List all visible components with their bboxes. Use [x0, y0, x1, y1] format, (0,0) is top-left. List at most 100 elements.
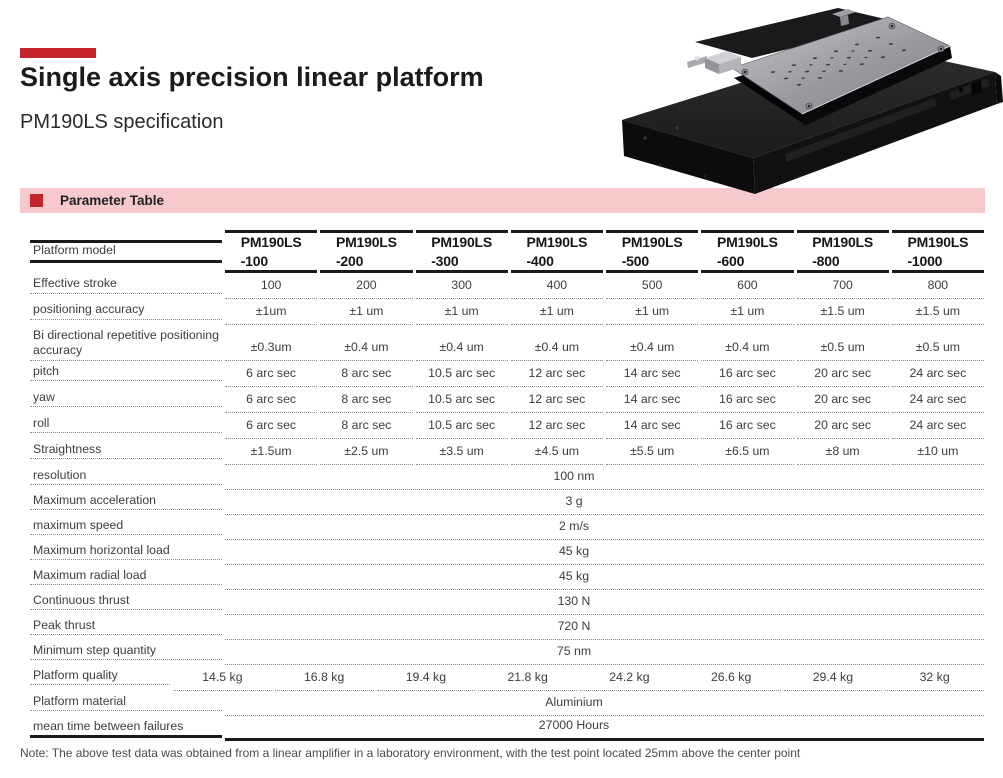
row-label: resolution	[30, 465, 222, 486]
table-cell: 700	[796, 273, 889, 299]
model-name: PM190LS	[621, 234, 683, 251]
model-name: PM190LS	[526, 234, 588, 251]
table-cell: ±6.5 um	[701, 439, 794, 465]
table-row: positioning accuracy ±1um ±1 um ±1 um ±1…	[30, 299, 984, 325]
table-cell: 100 nm	[225, 465, 984, 490]
table-row: Continuous thrust 130 N	[30, 590, 984, 615]
table-row: maximum speed 2 m/s	[30, 515, 984, 540]
table-cell: ±8 um	[796, 439, 889, 465]
table-cell: 8 arc sec	[320, 413, 413, 439]
table-cell: ±1 um	[320, 299, 413, 325]
table-cell: ±1.5 um	[891, 299, 984, 325]
row-label: Maximum acceleration	[30, 490, 222, 511]
model-suffix: -500	[621, 252, 649, 269]
table-cell: 10.5 arc sec	[415, 361, 508, 387]
table-cell: 14 arc sec	[606, 413, 699, 439]
model-suffix: -300	[431, 252, 459, 269]
footnote: Note: The above test data was obtained f…	[20, 746, 801, 760]
table-cell: ±1um	[225, 299, 318, 325]
table-cell: 16.8 kg	[274, 665, 374, 691]
model-suffix: -800	[812, 252, 840, 269]
table-cell: 16 arc sec	[701, 387, 794, 413]
table-row: Maximum horizontal load 45 kg	[30, 540, 984, 565]
table-row: Platform quality 14.5 kg 16.8 kg 19.4 kg…	[30, 665, 984, 691]
title-accent-bar	[20, 48, 96, 58]
table-cell: 10.5 arc sec	[415, 413, 508, 439]
row-label: Platform quality	[30, 665, 170, 686]
model-name: PM190LS	[431, 234, 493, 251]
table-row: Minimum step quantity 75 nm	[30, 640, 984, 665]
table-cell: 8 arc sec	[320, 361, 413, 387]
model-suffix: -1000	[907, 252, 943, 269]
table-row: Effective stroke 100 200 300 400 500 600…	[30, 273, 984, 299]
row-label: Effective stroke	[30, 273, 222, 294]
table-cell: ±1 um	[510, 299, 603, 325]
table-row: Straightness ±1.5um ±2.5 um ±3.5 um ±4.5…	[30, 439, 984, 465]
table-cell: ±0.5 um	[796, 325, 889, 361]
row-label: roll	[30, 413, 222, 434]
table-row: Platform material Aluminium	[30, 691, 984, 716]
table-cell: ±1.5um	[225, 439, 318, 465]
column-header: PM190LS -800	[796, 230, 889, 273]
table-header-row: Platform model PM190LS -100 PM190LS -200 P…	[30, 230, 984, 273]
table-cell: 2 m/s	[225, 515, 984, 540]
table-cell: 75 nm	[225, 640, 984, 665]
row-label: pitch	[30, 361, 222, 382]
table-cell: 45 kg	[225, 565, 984, 590]
table-cell: 14 arc sec	[606, 387, 699, 413]
row-label: Bi directional repetitive positioning ac…	[30, 325, 222, 361]
model-name: PM190LS	[907, 234, 969, 251]
model-suffix: -600	[716, 252, 745, 269]
table-cell: ±2.5 um	[320, 439, 413, 465]
page-title: Single axis precision linear platform	[20, 62, 484, 92]
table-cell: 200	[320, 273, 413, 299]
table-cell: Aluminium	[225, 691, 984, 716]
table-cell: 29.4 kg	[783, 665, 883, 691]
table-cell: 32 kg	[885, 665, 984, 691]
table-cell: 500	[606, 273, 699, 299]
section-header-parameter-table: Parameter Table	[20, 188, 985, 213]
table-cell: ±0.4 um	[510, 325, 603, 361]
row-label: Platform material	[30, 691, 222, 712]
table-cell: ±10 um	[891, 439, 984, 465]
table-cell: 20 arc sec	[796, 387, 889, 413]
table-cell: 6 arc sec	[225, 387, 318, 413]
table-cell: ±5.5 um	[606, 439, 699, 465]
table-cell: 100	[225, 273, 318, 299]
table-cell: 12 arc sec	[510, 387, 603, 413]
section-bullet-icon	[30, 194, 43, 207]
row-label: mean time between failures	[30, 716, 222, 739]
table-cell: 20 arc sec	[796, 413, 889, 439]
column-header: PM190LS -400	[510, 230, 603, 273]
table-cell: 27000 Hours	[225, 716, 984, 741]
table-cell: 20 arc sec	[796, 361, 889, 387]
table-cell: ±1 um	[701, 299, 794, 325]
table-cell: 8 arc sec	[320, 387, 413, 413]
table-row: mean time between failures 27000 Hours	[30, 716, 984, 741]
table-cell: 300	[415, 273, 508, 299]
table-cell: 10.5 arc sec	[415, 387, 508, 413]
model-name: PM190LS	[716, 234, 778, 251]
row-label: maximum speed	[30, 515, 222, 536]
table-cell: 24.2 kg	[580, 665, 679, 691]
row-label: Peak thrust	[30, 615, 222, 636]
column-header-label: Platform model	[30, 239, 222, 264]
table-cell: ±0.4 um	[320, 325, 413, 361]
row-label: Straightness	[30, 439, 222, 460]
model-name: PM190LS	[240, 234, 302, 251]
column-header: PM190LS -300	[415, 230, 508, 273]
table-cell: 12 arc sec	[510, 361, 603, 387]
model-suffix: -100	[240, 252, 268, 269]
table-cell: 14 arc sec	[606, 361, 699, 387]
table-cell: ±1.5 um	[796, 299, 889, 325]
table-row: resolution 100 nm	[30, 465, 984, 490]
table-cell: ±0.4 um	[606, 325, 699, 361]
table-cell: ±1 um	[606, 299, 699, 325]
row-label: Maximum radial load	[30, 565, 222, 586]
table-cell: ±4.5 um	[510, 439, 603, 465]
row-label: Maximum horizontal load	[30, 540, 222, 561]
table-row: roll 6 arc sec 8 arc sec 10.5 arc sec 12…	[30, 413, 984, 439]
model-name: PM190LS	[335, 234, 397, 251]
row-label: yaw	[30, 387, 222, 408]
table-cell: ±0.4 um	[415, 325, 508, 361]
